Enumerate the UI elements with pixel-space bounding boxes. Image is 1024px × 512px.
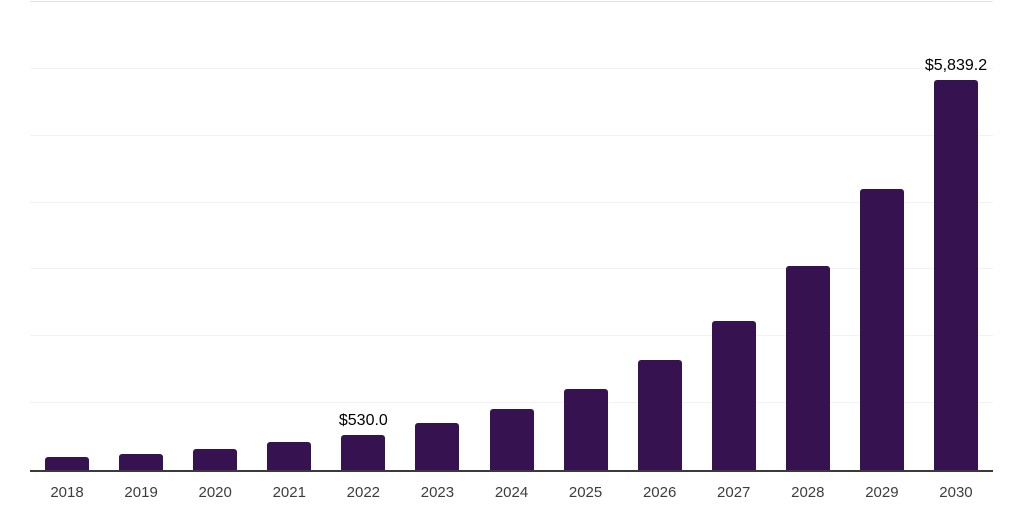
x-tick-label-2019: 2019	[124, 484, 158, 501]
bar-2026	[637, 359, 682, 470]
bar-2028	[785, 266, 830, 470]
bar-value-label-2022: $530.0	[338, 411, 388, 429]
x-tick-label-2020: 2020	[198, 484, 232, 501]
bar-2024	[489, 408, 534, 470]
bar-2020	[193, 448, 238, 470]
x-tick-label-2018: 2018	[50, 484, 84, 501]
x-tick-label-2024: 2024	[494, 484, 529, 501]
gridline	[30, 201, 993, 203]
x-tick-label-2022: 2022	[346, 484, 381, 501]
gridline	[30, 1, 993, 2]
x-tick-label-2025: 2025	[568, 484, 603, 501]
plot-area: $530.0 $5,839.2	[30, 1, 993, 472]
bar-2022	[341, 434, 386, 470]
x-tick-label-2028: 2028	[791, 484, 825, 501]
bar-2018	[45, 456, 90, 470]
x-tick-label-2029: 2029	[865, 484, 899, 501]
bar-2021	[267, 442, 312, 470]
x-axis-tick-labels: 2018 2019 2020 2021 2022 2023 2024 2025 2026 2027…	[30, 484, 993, 506]
gridline	[30, 402, 993, 404]
bar-value-label-2030: $5,839.2	[924, 56, 988, 74]
x-tick-label-2027: 2027	[717, 484, 751, 501]
bar-2023	[415, 422, 460, 470]
gridline	[30, 67, 993, 69]
gridline	[30, 134, 993, 136]
bar-2030	[933, 79, 978, 470]
bar-2027	[711, 320, 756, 470]
bar-2025	[563, 389, 608, 470]
x-tick-label-2021: 2021	[272, 484, 306, 501]
x-tick-label-2026: 2026	[642, 484, 677, 501]
x-tick-label-2023: 2023	[420, 484, 455, 501]
gridline	[30, 335, 993, 337]
x-tick-label-2030: 2030	[939, 484, 973, 501]
bar-2029	[859, 188, 904, 470]
gridline	[30, 268, 993, 270]
bar-2019	[119, 453, 164, 470]
